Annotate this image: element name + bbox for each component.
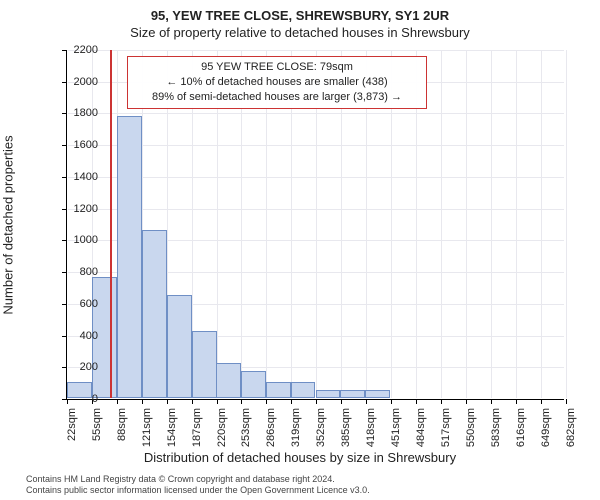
annotation-line: ← 10% of detached houses are smaller (43… [136,75,418,90]
footer-line2: Contains public sector information licen… [26,485,594,496]
bar [241,371,266,398]
gridline-v [441,50,442,398]
bar [291,382,316,398]
xtick-mark [441,399,442,404]
bar [266,382,291,398]
bar [316,390,341,398]
gridline-v [516,50,517,398]
chart-area: 95 YEW TREE CLOSE: 79sqm← 10% of detache… [66,50,564,400]
xtick-mark [142,399,143,404]
xtick-mark [341,399,342,404]
xtick-mark [266,399,267,404]
xtick-mark [541,399,542,404]
xtick-mark [391,399,392,404]
bar [216,363,241,398]
xtick-mark [416,399,417,404]
footer: Contains HM Land Registry data © Crown c… [26,474,594,496]
xtick-mark [167,399,168,404]
xtick-mark [316,399,317,404]
bar [142,230,167,398]
bar [117,116,142,398]
gridline-v [466,50,467,398]
bar [192,331,217,398]
annotation-line: 95 YEW TREE CLOSE: 79sqm [136,60,418,75]
xtick-mark [241,399,242,404]
ytick-label: 600 [58,298,98,310]
xtick-mark [566,399,567,404]
xtick-mark [117,399,118,404]
ytick-label: 200 [58,361,98,373]
xtick-mark [192,399,193,404]
ytick-label: 1400 [58,171,98,183]
title-sub: Size of property relative to detached ho… [0,23,600,40]
ytick-label: 800 [58,266,98,278]
xtick-mark [491,399,492,404]
ytick-label: 2200 [58,44,98,56]
plot: 95 YEW TREE CLOSE: 79sqm← 10% of detache… [66,50,564,400]
y-axis-label: Number of detached properties [1,135,16,314]
gridline-v [566,50,567,398]
gridline-v [491,50,492,398]
ytick-label: 0 [58,393,98,405]
xtick-mark [466,399,467,404]
xtick-mark [516,399,517,404]
x-axis-label: Distribution of detached houses by size … [0,450,600,465]
chart-container: 95, YEW TREE CLOSE, SHREWSBURY, SY1 2UR … [0,0,600,500]
ytick-label: 2000 [58,76,98,88]
ytick-label: 1000 [58,234,98,246]
annotation-box: 95 YEW TREE CLOSE: 79sqm← 10% of detache… [127,56,427,109]
marker-line [110,50,112,398]
xtick-mark [366,399,367,404]
gridline-v [541,50,542,398]
xtick-mark [291,399,292,404]
annotation-line: 89% of semi-detached houses are larger (… [136,90,418,105]
xtick-mark [217,399,218,404]
ytick-label: 1800 [58,107,98,119]
bar [340,390,365,398]
bar [365,390,390,398]
ytick-label: 1200 [58,203,98,215]
bar [167,295,192,398]
ytick-label: 400 [58,330,98,342]
title-main: 95, YEW TREE CLOSE, SHREWSBURY, SY1 2UR [0,0,600,23]
footer-line1: Contains HM Land Registry data © Crown c… [26,474,594,485]
ytick-label: 1600 [58,139,98,151]
